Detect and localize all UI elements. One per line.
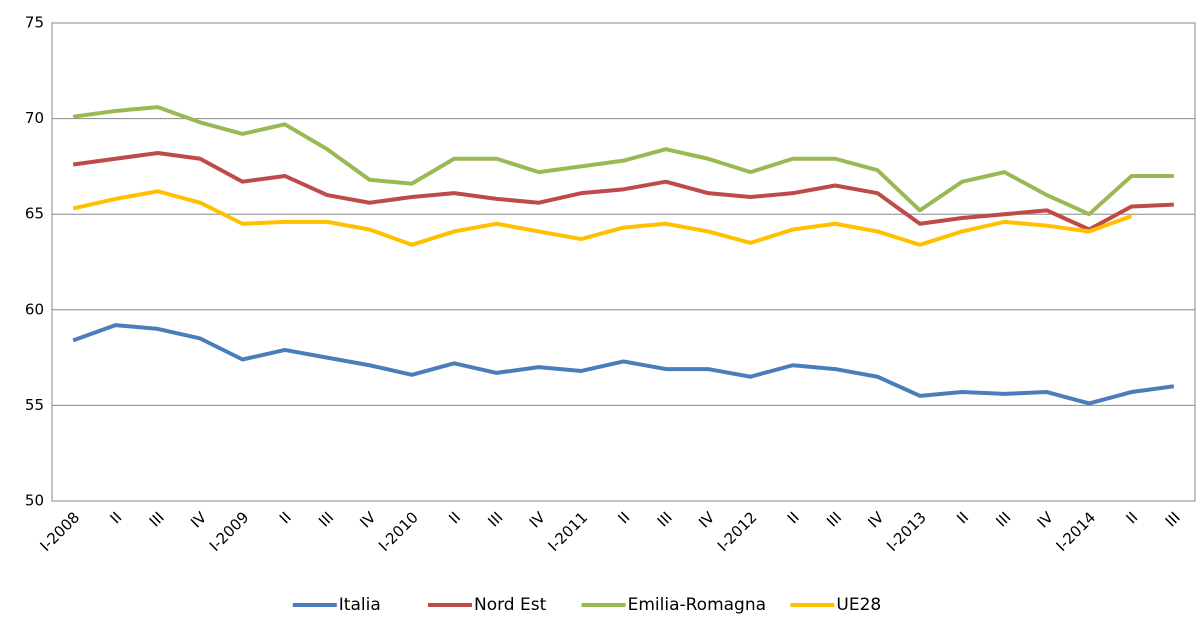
x-tick-label: IV <box>526 508 550 532</box>
x-tick-label: I-2011 <box>544 508 591 555</box>
series-line <box>72 323 1175 406</box>
x-tick-label: III <box>146 508 168 530</box>
x-tick-label: III <box>823 508 845 530</box>
x-tick-label: III <box>654 508 676 530</box>
x-tick-label: II <box>107 508 126 527</box>
legend-label: UE28 <box>836 595 881 615</box>
y-tick-label: 50 <box>25 492 44 510</box>
legend-label: Emilia-Romagna <box>628 595 766 615</box>
x-tick-label: IV <box>187 508 211 532</box>
x-tick-label: II <box>953 508 972 527</box>
y-tick-label: 60 <box>25 300 44 318</box>
x-tick-label: I-2009 <box>206 508 253 555</box>
x-tick-label: II <box>1123 508 1142 527</box>
plot-area <box>51 22 1196 502</box>
x-tick-label: II <box>276 508 295 527</box>
x-tick-label: IV <box>1034 508 1058 532</box>
y-tick-label: 55 <box>25 396 44 414</box>
series-line <box>72 189 1133 247</box>
series-line <box>72 151 1174 232</box>
series-line <box>72 105 1174 217</box>
legend-label: Italia <box>339 595 381 615</box>
x-tick-label: III <box>992 508 1014 530</box>
x-tick-label: II <box>445 508 464 527</box>
x-tick-label: I-2008 <box>36 508 83 555</box>
x-tick-label: II <box>615 508 634 527</box>
legend-label: Nord Est <box>474 595 547 615</box>
x-tick-label: III <box>315 508 337 530</box>
x-tick-label: III <box>484 508 506 530</box>
x-tick-label: I-2010 <box>375 508 422 555</box>
x-tick-label: I-2012 <box>714 508 761 555</box>
x-tick-label: IV <box>695 508 719 532</box>
x-tick-label: III <box>1162 508 1184 530</box>
x-tick-label: I-2013 <box>883 508 930 555</box>
y-tick-label: 65 <box>25 205 44 223</box>
y-tick-label: 75 <box>25 14 44 32</box>
x-tick-label: IV <box>864 508 888 532</box>
y-tick-label: 70 <box>25 109 44 127</box>
x-tick-label: II <box>784 508 803 527</box>
x-tick-label: IV <box>356 508 380 532</box>
x-tick-label: I-2014 <box>1052 508 1099 555</box>
